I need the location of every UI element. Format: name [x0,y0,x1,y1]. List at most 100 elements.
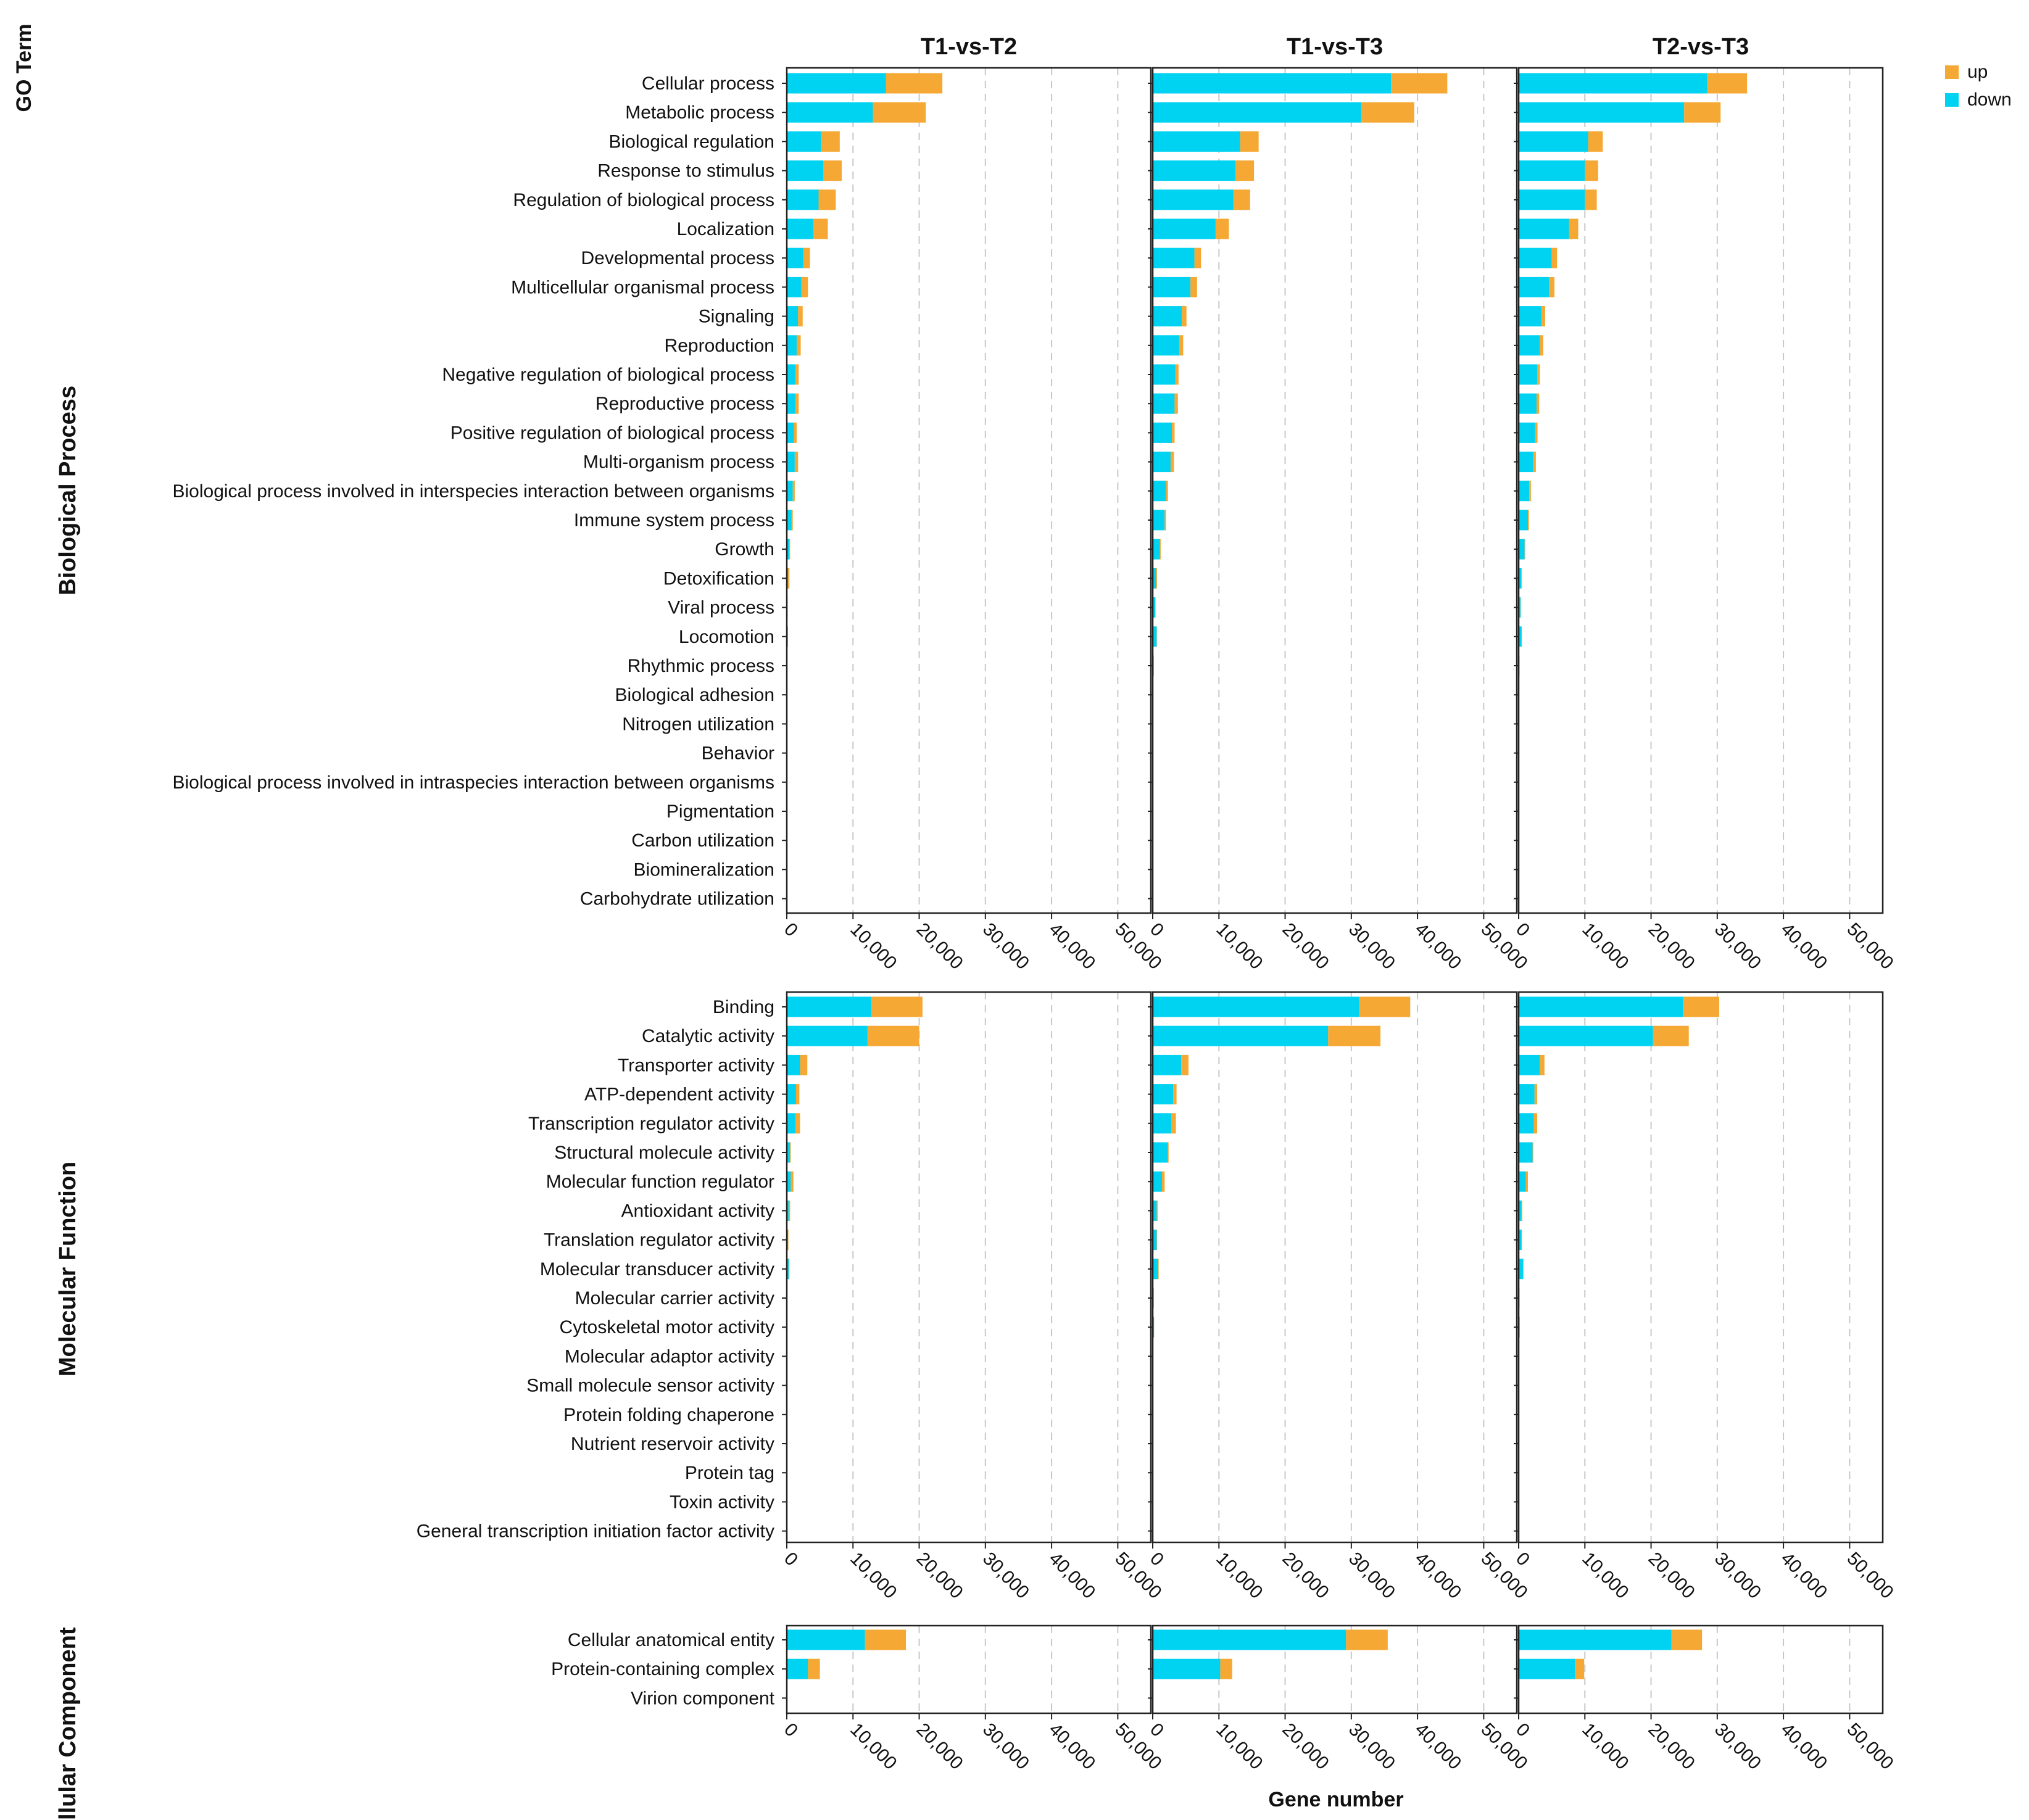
panel-frame [1151,991,1518,1544]
bar-up [1585,189,1597,210]
term-label: ATP-dependent activity [584,1085,774,1105]
x-tick-label: 0 [1146,919,1168,941]
bar-up [823,160,842,181]
bar-up [790,1171,794,1192]
x-tick-label: 0 [1146,1549,1168,1570]
bar-up [1525,1171,1529,1192]
bar-up [794,452,799,473]
bar-down [1519,481,1530,502]
bar-down [1519,102,1685,123]
bar-up [1684,102,1721,123]
bar-up [1534,1084,1538,1105]
bar-down [1153,481,1166,502]
bar-up [1671,1629,1703,1650]
x-tick-label: 10,000 [846,1549,900,1603]
x-tick-label: 0 [780,1719,802,1741]
x-tick-label: 40,000 [1777,1549,1831,1603]
term-label: Protein-containing complex [551,1659,774,1679]
bar-down [787,102,873,123]
bar-up [1529,481,1531,502]
bar-up [1535,422,1538,443]
x-tick-label: 20,000 [913,919,967,974]
term-label: Transporter activity [618,1055,774,1075]
term-label: Molecular transducer activity [540,1259,774,1280]
bar-down [787,1142,790,1163]
x-axis-title: Gene number [1268,1788,1403,1811]
x-tick-label: 20,000 [1279,1549,1333,1603]
bar-down [787,1259,789,1280]
term-label: Immune system process [574,510,774,531]
bar-down [787,1084,797,1105]
bar-up [813,218,828,239]
bar-up [1549,276,1554,297]
bar-up [801,276,808,297]
term-label: Molecular carrier activity [575,1288,774,1309]
bar-up [1361,102,1414,123]
bar-up [1168,1142,1169,1163]
bar-down [1519,510,1529,531]
bar-down [1519,1113,1534,1134]
term-label: Rhythmic process [628,656,774,676]
bar-down [787,1025,868,1046]
bar-up [795,1113,800,1134]
bar-down [787,73,886,94]
bar-down [1519,1230,1522,1251]
bar-down [1153,626,1157,647]
term-label: Binding [713,997,774,1017]
bar-up [1541,306,1545,327]
y-axis-title: GO Term [12,24,36,112]
term-label: Biomineralization [634,859,774,880]
term-label: Cytoskeletal motor activity [560,1317,774,1338]
term-label: Viral process [668,598,774,618]
x-tick-label: 40,000 [1411,919,1465,974]
bar-down [787,1629,865,1650]
bar-up [1521,568,1522,589]
bar-down [1153,1025,1329,1046]
bar-up [1240,131,1259,152]
bar-down [787,218,813,239]
bar-up [1233,189,1250,210]
bar-up [1170,452,1174,473]
bar-up [886,73,943,94]
bar-up [1166,481,1168,502]
term-label: Developmental process [581,248,775,268]
legend-label-down: down [1967,89,2012,110]
bar-down [1519,393,1537,414]
bar-up [1569,218,1579,239]
bar-down [787,996,872,1017]
term-label: Antioxidant activity [621,1201,774,1221]
term-label: Transcription regulator activity [528,1114,774,1134]
bar-up [800,1054,808,1075]
bar-up [1522,1259,1524,1280]
bar-up [1328,1025,1381,1046]
term-label: Carbon utilization [631,830,774,851]
bar-down [1519,1054,1540,1075]
bar-down [1519,539,1525,560]
bar-up [1173,1084,1177,1105]
bar-up [1164,510,1166,531]
term-label: Structural molecule activity [554,1143,774,1163]
bar-down [1519,131,1588,152]
bar-down [1519,422,1535,443]
bar-up [1551,247,1558,268]
bar-up [1181,1054,1189,1075]
bar-down [1519,189,1585,210]
bar-down [787,189,819,210]
x-tick-label: 50,000 [1843,919,1897,974]
bar-up [1346,1629,1388,1650]
bar-down [787,452,795,473]
bar-up [1537,364,1540,385]
x-tick-label: 50,000 [1843,1719,1897,1774]
term-label: Molecular function regulator [546,1172,774,1192]
x-tick-label: 0 [1512,1549,1533,1570]
bar-down [787,131,821,152]
term-label: Biological process involved in interspec… [172,481,774,502]
bar-up [1156,1230,1157,1251]
term-label: Biological adhesion [615,685,774,705]
term-label: Behavior [702,743,774,764]
term-label: Multicellular organismal process [511,277,774,297]
x-tick-label: 40,000 [1411,1719,1465,1774]
bar-down [1519,364,1538,385]
bar-down [1519,218,1569,239]
x-tick-label: 0 [1512,919,1533,941]
